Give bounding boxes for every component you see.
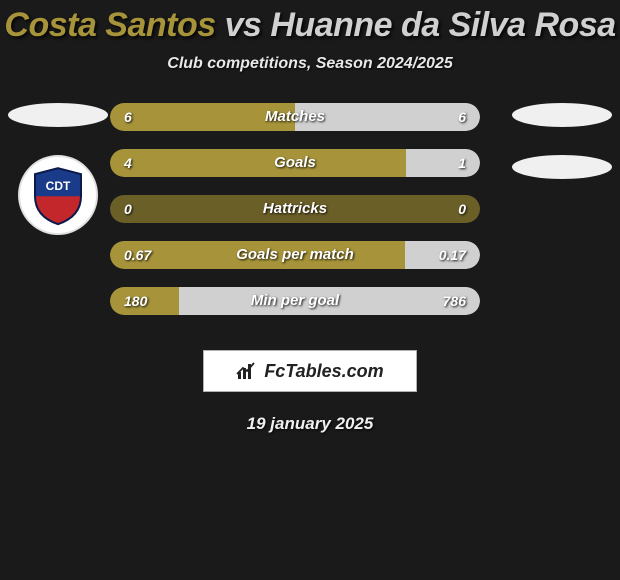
stat-bars: 66Matches41Goals00Hattricks0.670.17Goals… [110, 103, 480, 333]
stat-value-left: 4 [124, 149, 132, 177]
branding-box: FcTables.com [203, 350, 417, 392]
title-player1: Costa Santos [4, 6, 215, 44]
club-shield-icon: CDT [31, 166, 85, 226]
subtitle: Club competitions, Season 2024/2025 [0, 55, 620, 73]
player2-club-placeholder [512, 155, 612, 179]
stat-value-left: 0 [124, 195, 132, 223]
stat-value-left: 180 [124, 287, 147, 315]
player1-column: CDT [8, 103, 108, 235]
stat-value-right: 0.17 [439, 241, 466, 269]
stat-value-right: 6 [458, 103, 466, 131]
stat-bar-left [110, 149, 406, 177]
title-player2: Huanne da Silva Rosa [270, 6, 615, 44]
stat-value-right: 0 [458, 195, 466, 223]
branding-text: FcTables.com [264, 361, 383, 382]
stat-bar-left [110, 195, 480, 223]
stat-value-left: 0.67 [124, 241, 151, 269]
stat-bar-left [110, 103, 295, 131]
stat-value-left: 6 [124, 103, 132, 131]
stat-value-right: 786 [443, 287, 466, 315]
stat-bar-right [295, 103, 480, 131]
stat-value-right: 1 [458, 149, 466, 177]
stat-bar-right [406, 149, 480, 177]
title-vs: vs [216, 6, 271, 44]
stat-row: 00Hattricks [110, 195, 480, 223]
stat-bar-right [179, 287, 480, 315]
bar-chart-icon [236, 360, 258, 382]
comparison-title: Costa Santos vs Huanne da Silva Rosa [0, 0, 620, 45]
player2-column [512, 103, 612, 207]
snapshot-date: 19 january 2025 [0, 414, 620, 434]
svg-text:CDT: CDT [46, 179, 71, 193]
stat-row: 41Goals [110, 149, 480, 177]
player1-club-badge: CDT [18, 155, 98, 235]
stat-row: 0.670.17Goals per match [110, 241, 480, 269]
stat-bar-left [110, 241, 405, 269]
stat-row: 66Matches [110, 103, 480, 131]
stat-row: 180786Min per goal [110, 287, 480, 315]
player1-photo-placeholder [8, 103, 108, 127]
player2-photo-placeholder [512, 103, 612, 127]
footer: FcTables.com 19 january 2025 [0, 350, 620, 434]
